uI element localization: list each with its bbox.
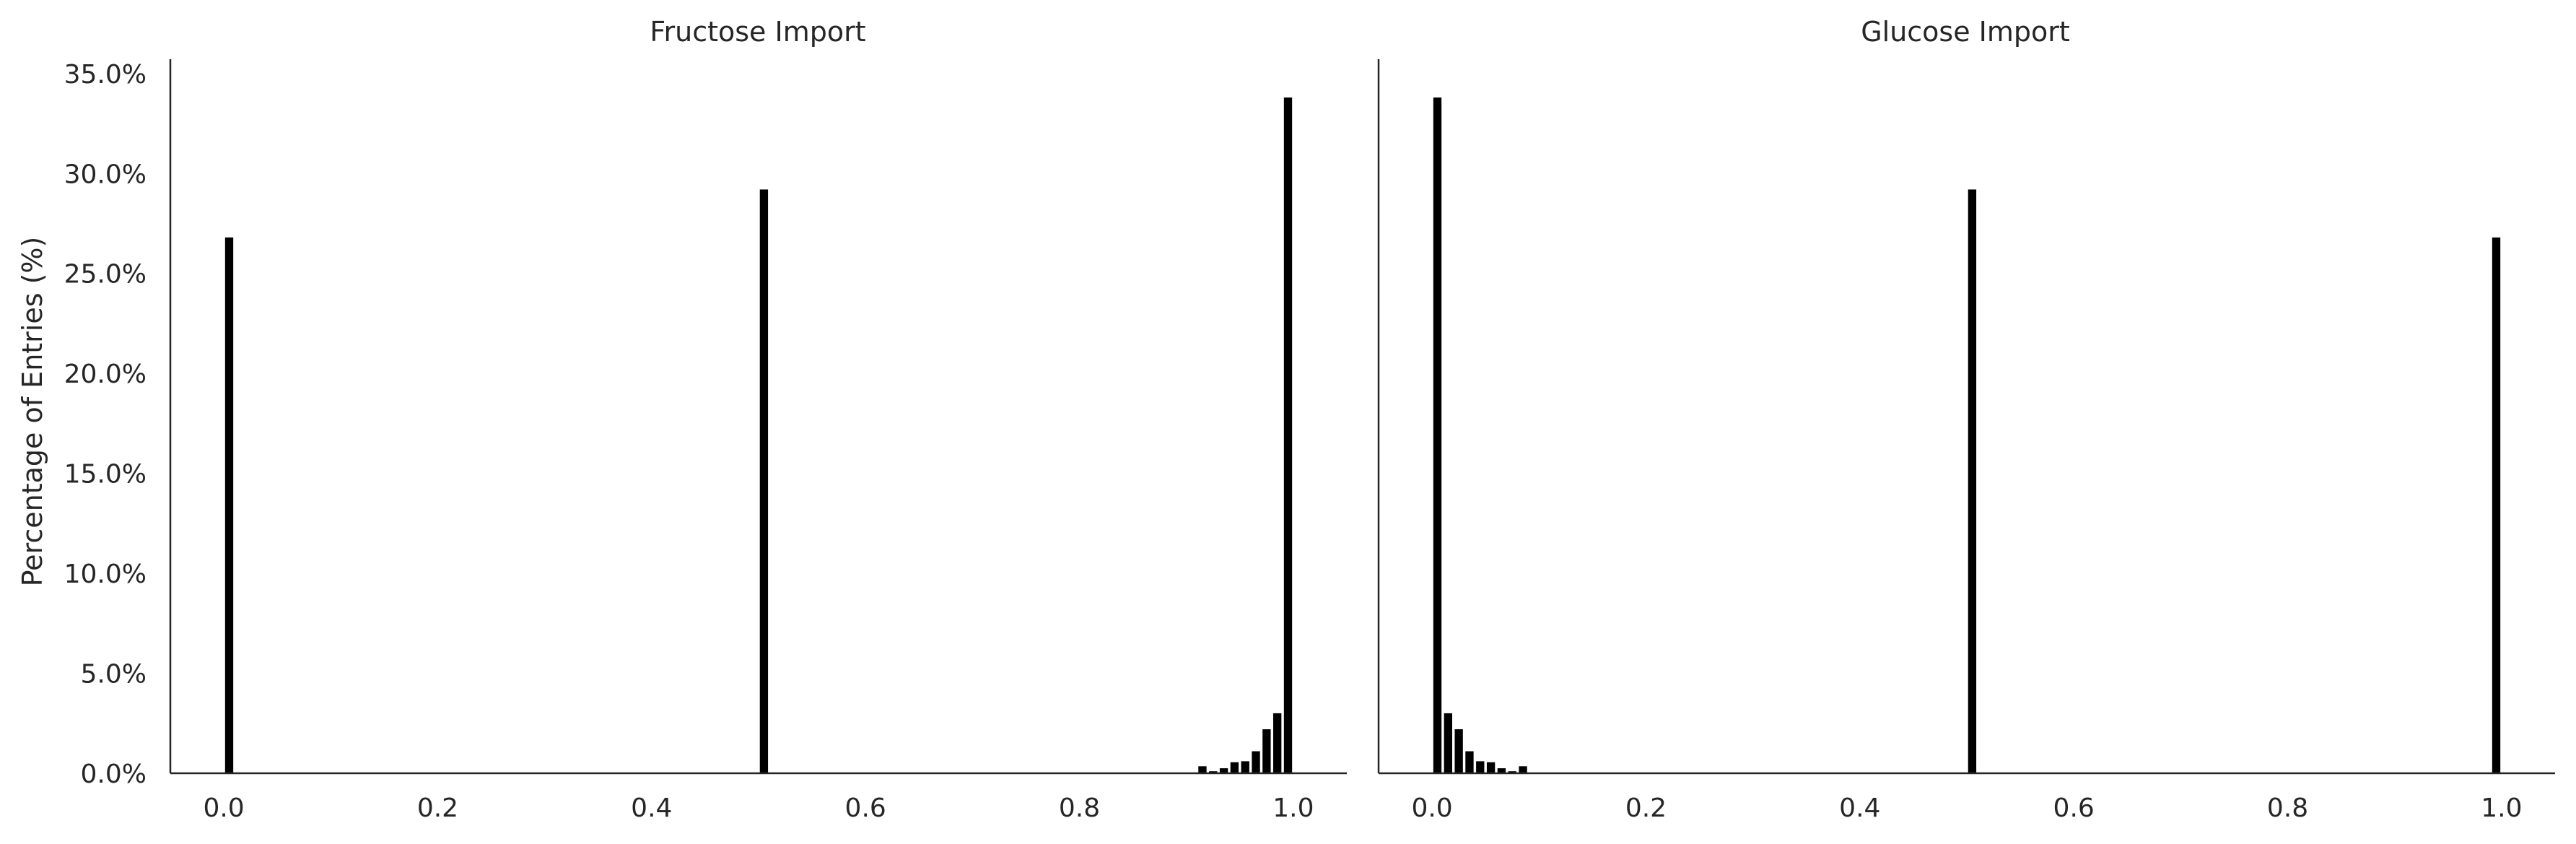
glucose-x-tick-label: 0.4 <box>1839 793 1880 823</box>
fructose-bar <box>1283 97 1293 773</box>
fructose-y-tick-label: 30.0% <box>64 160 147 189</box>
fructose-y-tick-label: 15.0% <box>64 460 147 490</box>
panel-title-fructose: Fructose Import <box>650 16 865 48</box>
fructose-y-tick-label: 35.0% <box>64 60 147 90</box>
fructose-y-tick-label: 10.0% <box>64 560 147 589</box>
fructose-bar <box>759 189 769 773</box>
fructose-x-tick-label: 0.0 <box>203 793 244 823</box>
glucose-bar <box>1454 729 1463 773</box>
fructose-bar <box>224 237 234 773</box>
fructose-bar <box>1262 729 1271 773</box>
fructose-panel: Fructose Import 0.0 0.2 0.4 0.6 0.8 1.0 0.0% 5.… <box>64 16 1347 823</box>
glucose-x-tick-label: 1.0 <box>2481 793 2522 823</box>
fructose-bar <box>1230 762 1239 773</box>
glucose-bar <box>1968 189 1977 773</box>
glucose-x-tick-label: 0.6 <box>2053 793 2095 823</box>
fructose-bar <box>1198 766 1207 773</box>
glucose-bar <box>1465 751 1474 773</box>
glucose-bar <box>1476 761 1485 773</box>
fructose-bar <box>1252 751 1260 773</box>
glucose-bar <box>1433 97 1442 773</box>
fructose-x-tick-label: 1.0 <box>1272 793 1314 823</box>
fructose-y-tick-label: 20.0% <box>64 360 147 389</box>
glucose-x-tick-label: 0.8 <box>2267 793 2308 823</box>
fructose-x-tick-label: 0.8 <box>1059 793 1100 823</box>
glucose-bar <box>1519 766 1527 773</box>
fructose-bar <box>1241 761 1249 773</box>
fructose-bar <box>1219 768 1228 773</box>
panel-title-glucose: Glucose Import <box>1861 16 2070 48</box>
fructose-y-tick-label: 0.0% <box>81 760 147 789</box>
fructose-x-tick-label: 0.6 <box>845 793 886 823</box>
fructose-x-tick-label: 0.2 <box>417 793 458 823</box>
glucose-bar <box>1444 713 1452 773</box>
fructose-bar <box>1273 713 1282 773</box>
fructose-x-tick-label: 0.4 <box>631 793 672 823</box>
fructose-y-tick-label: 5.0% <box>81 660 147 689</box>
glucose-x-tick-label: 0.0 <box>1411 793 1452 823</box>
glucose-panel: Glucose Import 0.0 0.2 0.4 0.6 0.8 1.0 <box>1377 16 2555 823</box>
glucose-bar <box>1497 768 1506 773</box>
glucose-bar <box>2492 237 2501 773</box>
fructose-y-tick-label: 25.0% <box>64 260 147 290</box>
glucose-bar <box>1486 762 1496 773</box>
fructose-bar <box>1209 771 1218 773</box>
glucose-x-tick-label: 0.2 <box>1625 793 1667 823</box>
y-axis-label: Percentage of Entries (%) <box>17 237 48 587</box>
glucose-bar <box>1508 771 1516 773</box>
